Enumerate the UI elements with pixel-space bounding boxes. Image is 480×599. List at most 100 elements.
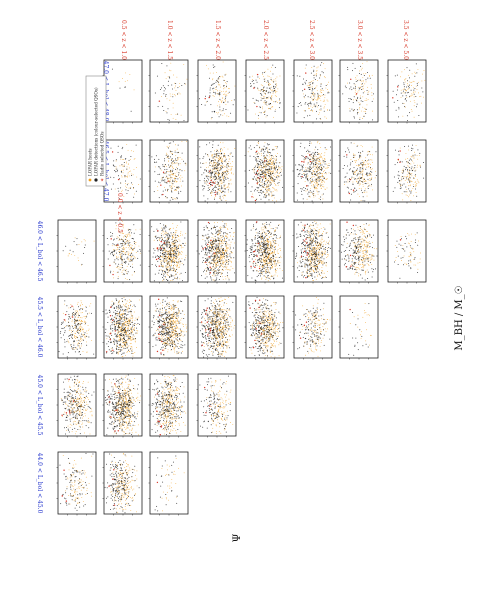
point-lofar-host xyxy=(118,418,120,420)
point-lofar-detection xyxy=(164,332,166,334)
point-lofar-host xyxy=(227,325,229,327)
point-lofar-host xyxy=(167,397,169,399)
point-lofar-host xyxy=(128,418,130,420)
point-lofar-host xyxy=(118,390,120,392)
point-lofar-host xyxy=(176,335,178,337)
point-lofar-detection xyxy=(116,342,118,344)
point-lofar-host xyxy=(126,300,128,302)
point-lofar-detection xyxy=(215,349,217,351)
point-lofar-host xyxy=(126,483,128,485)
point-lofar-detection xyxy=(204,326,206,328)
point-lofar-host xyxy=(220,313,221,315)
point-lofar-host xyxy=(84,472,86,474)
point-lofar-host xyxy=(74,394,76,395)
point-lofar-host xyxy=(211,403,213,405)
point-lofar-host xyxy=(177,408,179,409)
point-lofar-host xyxy=(176,328,177,329)
point-lofar-detection xyxy=(114,327,116,329)
point-lofar-detection xyxy=(107,346,109,348)
point-lofar-detection xyxy=(120,378,122,380)
point-lofar-host xyxy=(173,473,174,475)
point-lofar-detection xyxy=(112,378,114,380)
point-lofar-detection xyxy=(132,472,134,474)
point-lofar-detection xyxy=(74,325,76,327)
point-lofar-detection xyxy=(79,347,81,349)
point-lofar-detection xyxy=(115,403,117,405)
point-lofar-detection xyxy=(70,475,72,477)
point-lofar-host xyxy=(86,487,88,489)
point-lofar-detection xyxy=(172,314,174,316)
point-lofar-host xyxy=(162,397,163,399)
point-lofar-detection xyxy=(117,489,119,491)
point-lofar-host xyxy=(82,426,84,428)
point-lofar-host xyxy=(120,395,122,397)
point-lofar-detection xyxy=(119,496,121,498)
point-lofar-detection xyxy=(178,417,180,419)
point-lofar-host xyxy=(117,486,119,487)
point-radio-selected xyxy=(61,495,63,497)
point-lofar-detection xyxy=(119,306,121,308)
point-lofar-host xyxy=(174,474,176,475)
point-lofar-detection xyxy=(76,509,78,511)
point-lofar-host xyxy=(126,351,128,353)
point-lofar-host xyxy=(124,506,126,507)
point-lofar-detection xyxy=(120,334,122,336)
point-lofar-host xyxy=(172,346,174,348)
point-lofar-host xyxy=(75,336,77,338)
point-lofar-detection xyxy=(165,311,167,313)
point-lofar-host xyxy=(269,334,271,336)
point-lofar-detection xyxy=(128,396,130,398)
point-lofar-host xyxy=(129,316,131,318)
point-lofar-host xyxy=(164,376,166,378)
point-lofar-host xyxy=(124,318,126,320)
point-lofar-host xyxy=(212,306,214,308)
point-lofar-detection xyxy=(80,336,82,338)
point-lofar-detection xyxy=(124,344,126,346)
point-lofar-detection xyxy=(171,471,173,473)
point-lofar-detection xyxy=(209,346,211,348)
point-lofar-detection xyxy=(66,504,68,506)
point-lofar-detection xyxy=(162,321,164,323)
point-lofar-detection xyxy=(77,385,79,387)
point-lofar-detection xyxy=(115,397,117,399)
panel-L2-z0 xyxy=(56,295,97,360)
point-lofar-detection xyxy=(120,404,122,406)
point-lofar-detection xyxy=(86,344,88,346)
point-lofar-detection xyxy=(151,404,153,406)
point-lofar-detection xyxy=(202,342,204,344)
point-lofar-host xyxy=(85,315,87,317)
point-lofar-detection xyxy=(212,330,214,332)
point-lofar-detection xyxy=(216,313,218,315)
point-lofar-detection xyxy=(124,312,126,314)
point-lofar-host xyxy=(222,407,224,409)
point-lofar-detection xyxy=(72,410,74,412)
point-lofar-host xyxy=(133,335,135,337)
point-lofar-detection xyxy=(206,410,208,412)
point-lofar-detection xyxy=(72,471,74,473)
point-lofar-host xyxy=(76,405,78,407)
point-lofar-detection xyxy=(79,501,81,503)
point-lofar-host xyxy=(272,331,274,333)
point-lofar-detection xyxy=(272,314,274,316)
point-lofar-detection xyxy=(120,495,122,497)
point-lofar-detection xyxy=(173,409,175,411)
point-lofar-detection xyxy=(214,400,216,402)
point-lofar-detection xyxy=(213,346,215,347)
point-lofar-detection xyxy=(210,403,212,405)
point-lofar-host xyxy=(168,424,170,426)
point-lofar-detection xyxy=(178,310,180,312)
point-lofar-host xyxy=(217,346,219,347)
point-lofar-host xyxy=(125,421,127,422)
point-lofar-host xyxy=(211,322,213,324)
point-lofar-host xyxy=(161,335,163,337)
point-lofar-detection xyxy=(114,483,116,485)
point-lofar-detection xyxy=(218,416,220,418)
point-lofar-host xyxy=(125,333,127,335)
point-lofar-detection xyxy=(130,305,132,307)
point-lofar-host xyxy=(223,343,225,345)
point-lofar-detection xyxy=(160,485,162,487)
point-lofar-host xyxy=(122,480,124,482)
point-lofar-detection xyxy=(171,326,173,328)
point-lofar-host xyxy=(206,311,208,313)
point-lofar-detection xyxy=(165,327,167,328)
